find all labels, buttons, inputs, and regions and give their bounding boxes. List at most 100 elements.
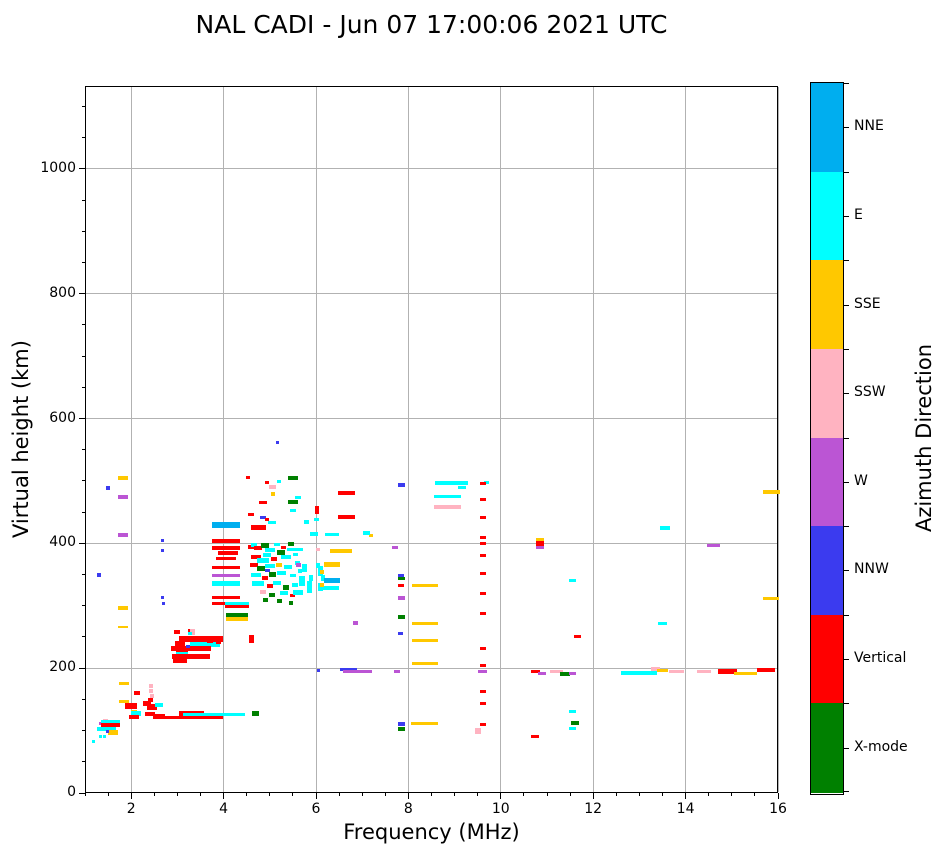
grid-line-vertical: [685, 87, 687, 792]
data-point: [538, 671, 547, 675]
grid-line-horizontal: [86, 667, 777, 669]
data-point: [117, 626, 128, 628]
data-point: [658, 621, 667, 625]
y-axis-label: Virtual height (km): [9, 340, 33, 538]
data-point: [211, 521, 240, 528]
data-point: [106, 486, 111, 491]
data-point: [250, 524, 266, 530]
data-point: [276, 562, 283, 567]
y-axis-tick: [79, 667, 85, 669]
x-axis-minor-tick: [292, 793, 294, 796]
data-point: [264, 547, 275, 552]
data-point: [573, 635, 581, 639]
data-point: [651, 667, 661, 672]
data-point: [339, 667, 357, 671]
data-point: [176, 649, 189, 654]
colorbar-segment-w: [811, 437, 843, 527]
data-point: [480, 481, 487, 485]
x-axis-minor-tick: [477, 793, 479, 796]
x-axis-minor-tick: [431, 793, 432, 796]
data-point: [560, 672, 571, 677]
x-axis-minor-tick: [615, 793, 617, 796]
data-point: [190, 641, 221, 647]
data-point: [161, 549, 165, 553]
y-tick-label: 200: [49, 659, 76, 676]
colorbar-boundary-tick: [844, 703, 849, 705]
data-point: [96, 727, 101, 732]
data-point: [292, 552, 298, 556]
y-axis-minor-tick: [82, 106, 85, 108]
data-point: [397, 722, 405, 727]
data-point: [215, 556, 236, 560]
data-point: [397, 596, 405, 601]
data-point: [211, 581, 240, 587]
data-point: [320, 574, 325, 581]
x-axis-tick: [223, 793, 225, 799]
x-tick-label: 16: [769, 801, 787, 817]
data-point: [292, 582, 299, 587]
data-point: [289, 574, 296, 578]
colorbar-segment-ssw: [811, 348, 843, 438]
data-point: [284, 565, 293, 570]
colorbar-label: NNE: [854, 118, 884, 135]
data-point: [734, 671, 758, 675]
x-axis-minor-tick: [200, 793, 201, 796]
x-axis-minor-tick: [546, 793, 548, 796]
data-point: [149, 689, 154, 694]
data-point: [316, 548, 321, 552]
data-point: [480, 572, 487, 576]
data-point: [320, 586, 339, 591]
data-point: [287, 542, 294, 547]
data-point: [273, 543, 280, 547]
data-point: [185, 645, 190, 649]
data-point: [324, 578, 341, 584]
data-point: [657, 669, 668, 673]
data-point: [434, 480, 468, 485]
data-point: [397, 726, 405, 731]
data-point: [363, 530, 371, 535]
x-axis-minor-tick: [731, 793, 733, 796]
x-axis-minor-tick: [708, 793, 710, 796]
data-point: [484, 481, 490, 485]
y-axis-minor-tick: [82, 449, 85, 451]
data-point: [480, 611, 487, 615]
data-point: [316, 562, 321, 568]
colorbar-label: X-mode: [854, 738, 908, 755]
data-point: [98, 734, 102, 738]
data-point: [206, 639, 213, 643]
colorbar-label: NNW: [854, 561, 889, 578]
data-point: [225, 616, 248, 621]
x-axis-tick: [500, 793, 502, 799]
data-point: [316, 668, 320, 672]
colorbar-boundary-tick: [844, 614, 849, 616]
data-point: [188, 631, 193, 635]
data-point: [254, 546, 263, 551]
grid-line-horizontal: [86, 168, 777, 170]
data-point: [211, 538, 240, 543]
data-point: [277, 480, 282, 484]
data-point: [190, 629, 196, 635]
data-point: [706, 544, 720, 548]
data-point: [287, 548, 304, 552]
data-point: [174, 630, 181, 634]
data-point: [480, 663, 487, 667]
x-tick-label: 8: [403, 801, 413, 817]
x-axis-minor-tick: [638, 793, 640, 796]
data-point: [337, 515, 355, 520]
data-point: [162, 601, 166, 605]
y-axis-minor-tick: [82, 355, 85, 357]
data-point: [397, 615, 405, 620]
x-axis-minor-tick: [246, 793, 248, 796]
plot-area: [85, 86, 780, 793]
grid-line-horizontal: [86, 542, 777, 544]
data-point: [259, 515, 266, 519]
colorbar-boundary-tick: [844, 171, 849, 173]
data-point: [330, 548, 353, 553]
data-point: [263, 552, 272, 557]
data-point: [343, 670, 373, 674]
data-point: [248, 639, 254, 644]
data-point: [174, 640, 185, 646]
data-point: [161, 539, 165, 543]
data-point: [536, 541, 545, 548]
